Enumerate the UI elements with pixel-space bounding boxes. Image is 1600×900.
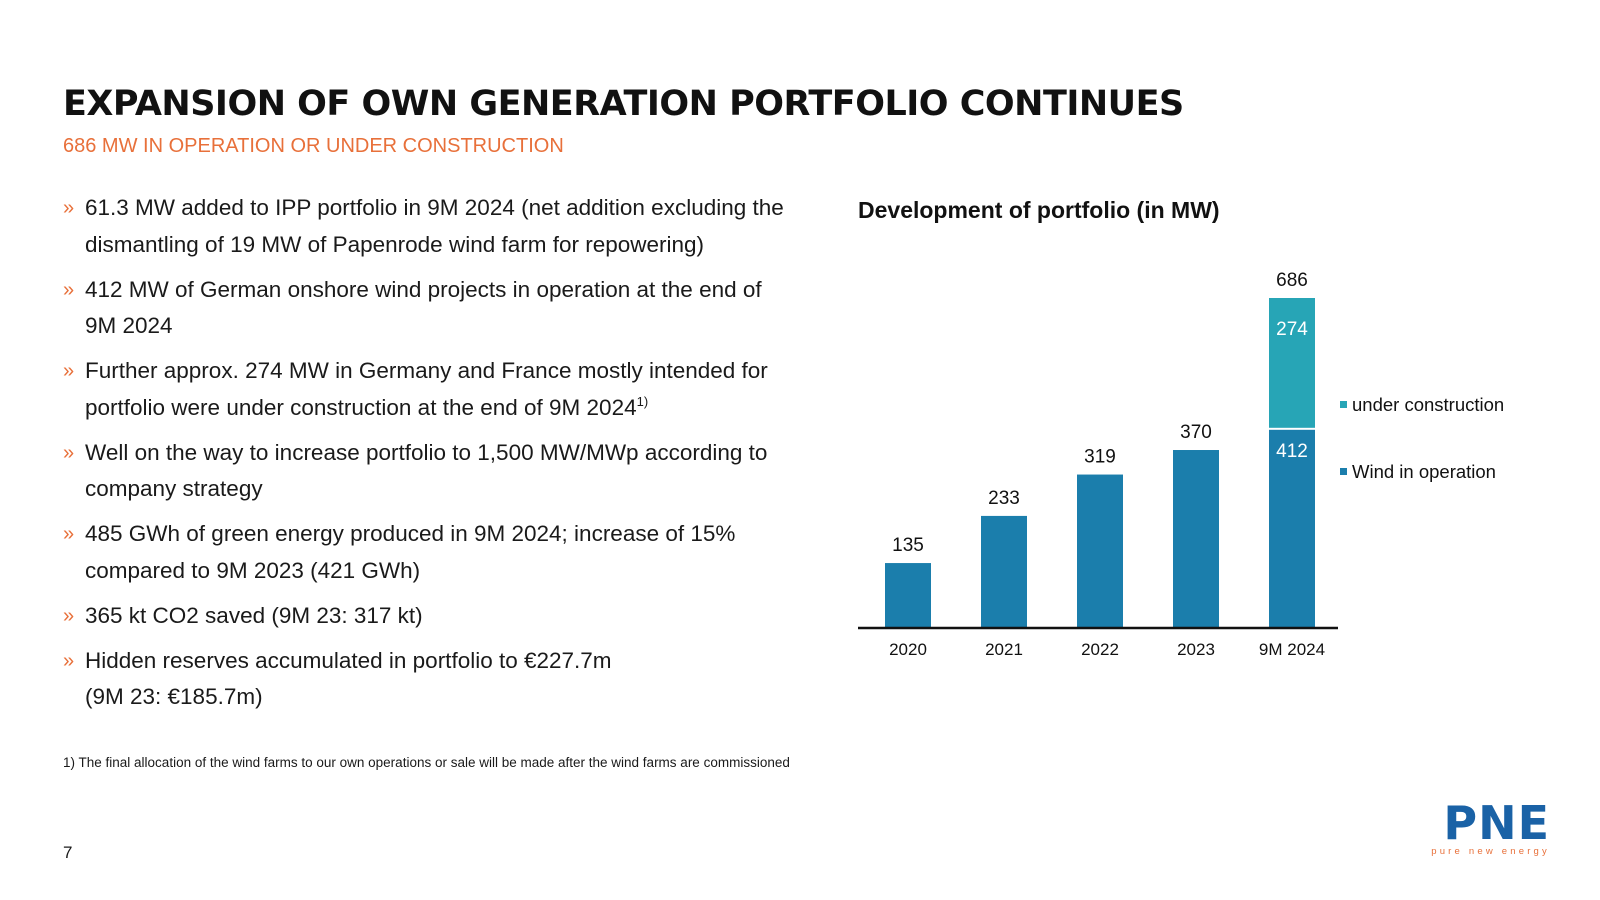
bullet-item: » Hidden reserves accumulated in portfoli… bbox=[63, 643, 793, 716]
total-label: 319 bbox=[1084, 447, 1116, 468]
bar-operation-2023 bbox=[1173, 450, 1219, 628]
total-label: 233 bbox=[988, 488, 1020, 509]
bullet-text: Hidden reserves accumulated in portfolio… bbox=[85, 647, 612, 673]
bullet-item: » 61.3 MW added to IPP portfolio in 9M 20… bbox=[63, 190, 793, 263]
bullet-text: 412 MW of German onshore wind projects i… bbox=[85, 276, 762, 339]
logo-tagline: pure new energy bbox=[1431, 846, 1550, 857]
x-tick-label: 9M 2024 bbox=[1259, 640, 1325, 659]
total-label: 135 bbox=[892, 535, 924, 556]
bullet-item: » 365 kt CO2 saved (9M 23: 317 kt) bbox=[63, 598, 793, 635]
bullet-text: Well on the way to increase portfolio to… bbox=[85, 439, 768, 502]
bullet-item: » 485 GWh of green energy produced in 9M … bbox=[63, 516, 793, 589]
footnote: 1) The final allocation of the wind farm… bbox=[63, 755, 790, 770]
bar-operation-2021 bbox=[981, 515, 1027, 628]
bullet-item: » 412 MW of German onshore wind projects … bbox=[63, 272, 793, 345]
bar-operation-2022 bbox=[1077, 474, 1123, 628]
bar-operation-2020 bbox=[885, 563, 931, 628]
segment-label-construction: 274 bbox=[1276, 319, 1308, 340]
bullet-marker: » bbox=[63, 278, 75, 301]
bullet-text: Further approx. 274 MW in Germany and Fr… bbox=[85, 358, 768, 420]
bullet-marker: » bbox=[63, 523, 75, 545]
bullet-text: 485 GWh of green energy produced in 9M 2… bbox=[85, 521, 736, 583]
total-label: 686 bbox=[1276, 270, 1308, 291]
legend-label: Wind in operation bbox=[1352, 461, 1496, 482]
x-tick-label: 2023 bbox=[1177, 640, 1215, 659]
x-tick-label: 2020 bbox=[889, 640, 927, 659]
bar-construction-9M-2024 bbox=[1269, 298, 1315, 428]
page-number: 7 bbox=[63, 843, 73, 862]
pne-logo: PNE pure new energy bbox=[1420, 800, 1550, 870]
bullet-marker: » bbox=[63, 441, 75, 464]
page-title: EXPANSION OF OWN GENERATION PORTFOLIO CO… bbox=[63, 84, 1184, 124]
bullet-list: » 61.3 MW added to IPP portfolio in 9M 20… bbox=[63, 190, 793, 724]
bullet-marker: » bbox=[63, 197, 75, 219]
segment-label-operation: 412 bbox=[1276, 441, 1308, 462]
page-subtitle: 686 MW IN OPERATION OR UNDER CONSTRUCTIO… bbox=[63, 135, 564, 157]
bullet-marker: » bbox=[63, 649, 75, 672]
footnote-ref: 1) bbox=[636, 393, 649, 409]
x-tick-label: 2022 bbox=[1081, 640, 1119, 659]
legend-swatch bbox=[1340, 401, 1347, 408]
bullet-marker: » bbox=[63, 360, 75, 382]
bullet-item: » Well on the way to increase portfolio t… bbox=[63, 435, 793, 508]
x-tick-label: 2021 bbox=[985, 640, 1023, 659]
logo-wordmark: PNE bbox=[1443, 796, 1550, 850]
bullet-text-continued: (9M 23: €185.7m) bbox=[85, 684, 263, 709]
legend-swatch bbox=[1340, 468, 1347, 475]
chart-title: Development of portfolio (in MW) bbox=[858, 197, 1220, 223]
bullet-text: 61.3 MW added to IPP portfolio in 9M 202… bbox=[85, 195, 784, 257]
total-label: 370 bbox=[1180, 422, 1212, 443]
bullet-marker: » bbox=[63, 604, 75, 627]
bullet-item: » Further approx. 274 MW in Germany and F… bbox=[63, 353, 793, 426]
bar-operation-9M-2024 bbox=[1269, 429, 1315, 628]
bullet-text: 365 kt CO2 saved (9M 23: 317 kt) bbox=[85, 602, 423, 628]
legend-label: under construction bbox=[1352, 394, 1504, 415]
